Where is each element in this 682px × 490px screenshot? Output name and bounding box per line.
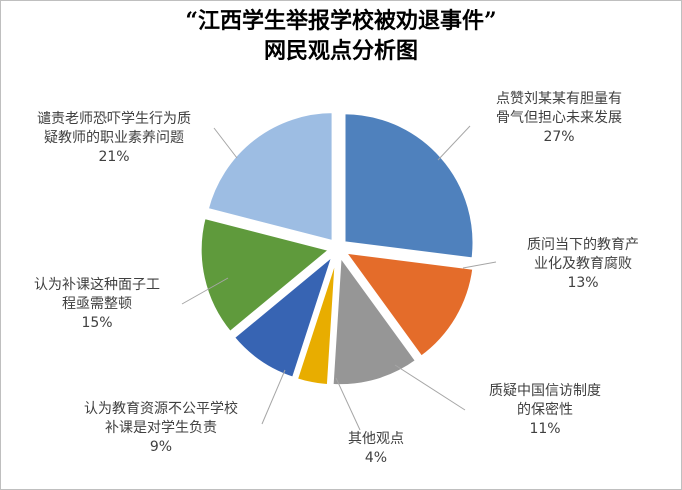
slice-label-line: 质问当下的教育产 [527, 237, 639, 253]
pie-slice-petition [330, 251, 419, 388]
slice-label-industrialization: 质问当下的教育产 业化及教育腐败 13% [500, 236, 666, 293]
chart-title-line-2: 网民观点分析图 [263, 38, 418, 64]
slice-label-line: 谴责老师恐吓学生行为质 [37, 111, 191, 127]
leader-line-rectify [181, 277, 229, 305]
slice-label-other: 其他观点 4% [326, 430, 426, 468]
leader-line-petition [394, 364, 466, 411]
slice-label-rectify: 认为补课这种面子工 程亟需整顿 15% [14, 276, 180, 333]
pie-slice-rectify [198, 215, 334, 335]
slice-percent: 21% [98, 149, 130, 165]
slice-label-line: 质疑中国信访制度 [489, 383, 601, 399]
pie-slice-other [294, 255, 338, 388]
slice-percent: 27% [543, 129, 575, 145]
pie-slice-condemn [205, 110, 335, 244]
pie-slice-praise [342, 111, 476, 261]
pie-slice-industrialization [341, 250, 476, 360]
pie-slice-resources [231, 250, 337, 381]
slice-label-line: 骨气但担心未来发展 [496, 110, 622, 126]
slice-percent: 11% [529, 421, 561, 437]
slice-percent: 15% [81, 315, 113, 331]
slice-label-line: 疑教师的职业素养问题 [44, 130, 184, 146]
slice-label-line: 认为补课这种面子工 [34, 277, 160, 293]
slice-label-line: 认为教育资源不公平学校 [84, 401, 238, 417]
slice-label-line: 业化及教育腐败 [534, 256, 632, 272]
slice-percent: 13% [567, 275, 599, 291]
leader-line-condemn [213, 127, 238, 159]
leader-line-industrialization [462, 261, 497, 269]
slice-percent: 4% [364, 450, 388, 466]
slice-percent: 9% [149, 439, 173, 455]
slice-label-line: 补课是对学生负责 [105, 420, 217, 436]
slice-label-line: 点赞刘某某有胆量有 [496, 91, 622, 107]
chart-title: “江西学生举报学校被劝退事件” 网民观点分析图 [0, 6, 682, 66]
leader-line-other [335, 377, 361, 431]
slice-label-resources: 认为教育资源不公平学校 补课是对学生负责 9% [62, 400, 260, 457]
slice-label-line: 其他观点 [348, 431, 404, 447]
slice-label-condemn: 谴责老师恐吓学生行为质 疑教师的职业素养问题 21% [14, 110, 214, 167]
slice-label-line: 的保密性 [517, 402, 573, 418]
slice-label-praise: 点赞刘某某有胆量有 骨气但担心未来发展 27% [466, 90, 652, 147]
slice-label-petition: 质疑中国信访制度 的保密性 11% [470, 382, 620, 439]
leader-line-resources [261, 369, 286, 425]
slice-label-line: 程亟需整顿 [62, 296, 132, 312]
leader-line-praise [437, 125, 471, 161]
chart-title-line-1: “江西学生举报学校被劝退事件” [185, 8, 497, 34]
